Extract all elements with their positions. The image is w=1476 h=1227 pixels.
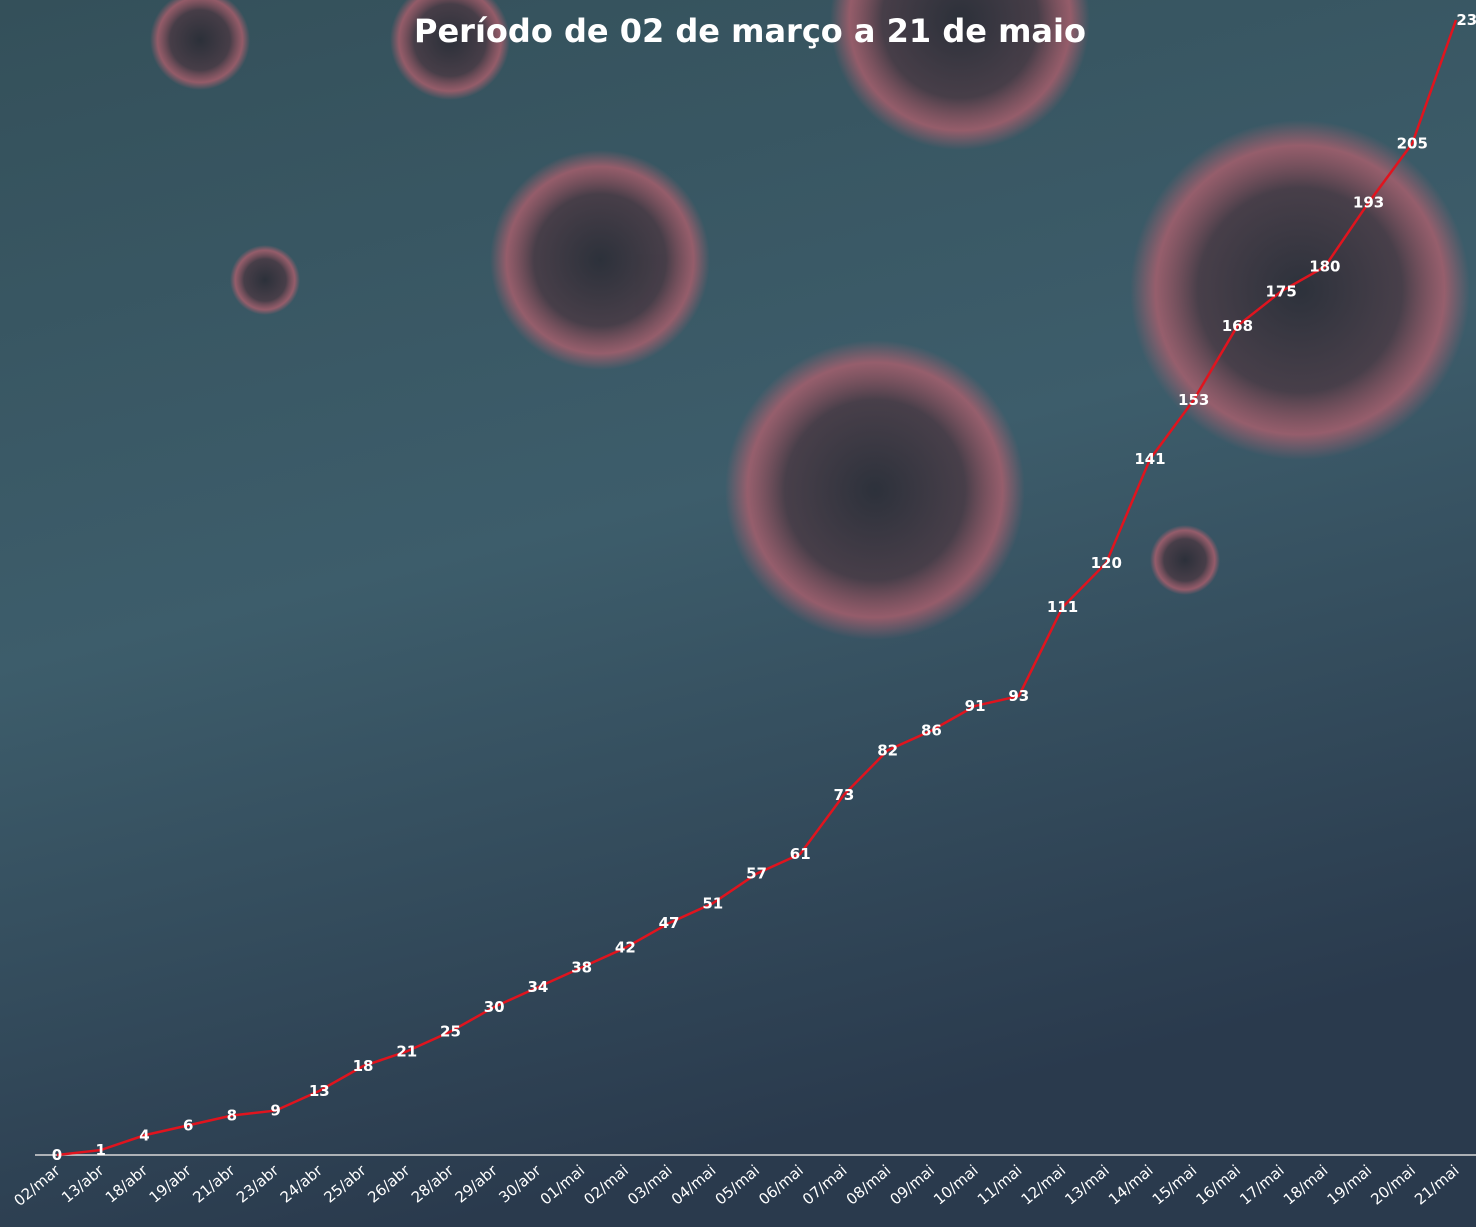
data-label: 120 bbox=[1091, 554, 1122, 572]
data-label: 42 bbox=[615, 939, 636, 957]
data-label: 82 bbox=[877, 741, 898, 759]
data-label: 21 bbox=[396, 1042, 417, 1060]
data-label: 168 bbox=[1222, 317, 1253, 335]
data-label: 38 bbox=[571, 958, 592, 976]
data-label: 91 bbox=[965, 697, 986, 715]
data-label: 86 bbox=[921, 722, 942, 740]
data-label: 34 bbox=[527, 978, 548, 996]
data-label: 180 bbox=[1309, 258, 1340, 276]
background-decoration bbox=[150, 0, 1470, 640]
data-label: 57 bbox=[746, 865, 767, 883]
data-label: 175 bbox=[1265, 282, 1296, 300]
data-label: 18 bbox=[353, 1057, 374, 1075]
data-label: 0 bbox=[52, 1146, 62, 1164]
chart-title: Período de 02 de março a 21 de maio bbox=[414, 12, 1086, 50]
line bbox=[56, 19, 1458, 1157]
data-label: 61 bbox=[790, 845, 811, 863]
data-label: 205 bbox=[1397, 134, 1428, 152]
data-label: 9 bbox=[270, 1102, 280, 1120]
data-label: 8 bbox=[227, 1107, 237, 1125]
data-label: 73 bbox=[834, 786, 855, 804]
data-label: 141 bbox=[1134, 450, 1165, 468]
data-label: 51 bbox=[702, 894, 723, 912]
data-label: 93 bbox=[1008, 687, 1029, 705]
data-label: 13 bbox=[309, 1082, 330, 1100]
data-label: 25 bbox=[440, 1023, 461, 1041]
data-label: 193 bbox=[1353, 194, 1384, 212]
data-label: 1 bbox=[96, 1141, 106, 1159]
data-label: 47 bbox=[659, 914, 680, 932]
data-label: 111 bbox=[1047, 598, 1078, 616]
data-label: 4 bbox=[139, 1126, 149, 1144]
data-label: 30 bbox=[484, 998, 505, 1016]
data-label: 230 bbox=[1456, 11, 1476, 29]
data-label: 153 bbox=[1178, 391, 1209, 409]
data-label: 6 bbox=[183, 1116, 193, 1134]
